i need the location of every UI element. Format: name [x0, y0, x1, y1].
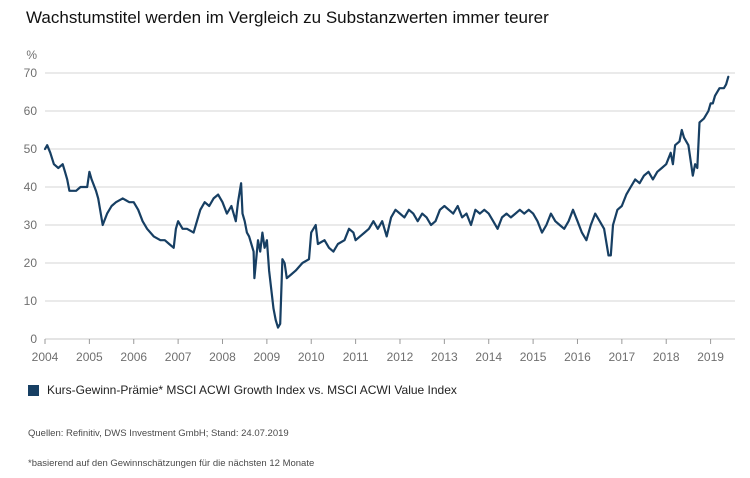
x-tick-label: 2017 — [608, 350, 635, 364]
x-tick-label: 2019 — [697, 350, 724, 364]
x-tick-label: 2012 — [387, 350, 414, 364]
source-note: Quellen: Refinitiv, DWS Investment GmbH;… — [28, 428, 289, 439]
x-tick-label: 2005 — [76, 350, 103, 364]
x-tick-label: 2007 — [165, 350, 192, 364]
x-tick-label: 2014 — [475, 350, 502, 364]
legend: Kurs-Gewinn-Prämie* MSCI ACWI Growth Ind… — [28, 383, 457, 397]
y-axis: % 0 10 20 30 40 50 60 70 — [24, 48, 38, 346]
x-tick-label: 2011 — [343, 350, 369, 364]
y-unit-label: % — [26, 48, 37, 62]
x-axis: 2004 2005 2006 2007 2008 2009 2010 2011 2012 2013… — [32, 339, 724, 364]
y-tick-label: 30 — [24, 218, 38, 232]
series-line — [43, 75, 730, 329]
footnote: *basierend auf den Gewinnschätzungen für… — [28, 458, 315, 469]
y-tick-label: 60 — [24, 104, 38, 118]
y-tick-label: 40 — [24, 180, 38, 194]
y-tick-label: 70 — [24, 66, 38, 80]
x-tick-label: 2004 — [32, 350, 59, 364]
y-tick-label: 0 — [30, 332, 37, 346]
y-tick-label: 50 — [24, 142, 38, 156]
x-tick-label: 2013 — [431, 350, 458, 364]
x-tick-label: 2015 — [520, 350, 547, 364]
y-tick-label: 20 — [24, 256, 38, 270]
x-tick-label: 2010 — [298, 350, 325, 364]
x-tick-label: 2018 — [653, 350, 680, 364]
gridlines — [45, 72, 735, 340]
x-tick-label: 2009 — [254, 350, 281, 364]
x-tick-label: 2008 — [209, 350, 236, 364]
legend-label: Kurs-Gewinn-Prämie* MSCI ACWI Growth Ind… — [47, 383, 457, 397]
series-lines — [43, 75, 730, 329]
y-tick-label: 10 — [24, 294, 38, 308]
chart-title: Wachstumstitel werden im Vergleich zu Su… — [26, 8, 549, 27]
x-tick-label: 2016 — [564, 350, 591, 364]
legend-swatch — [28, 384, 39, 396]
x-tick-label: 2006 — [120, 350, 147, 364]
